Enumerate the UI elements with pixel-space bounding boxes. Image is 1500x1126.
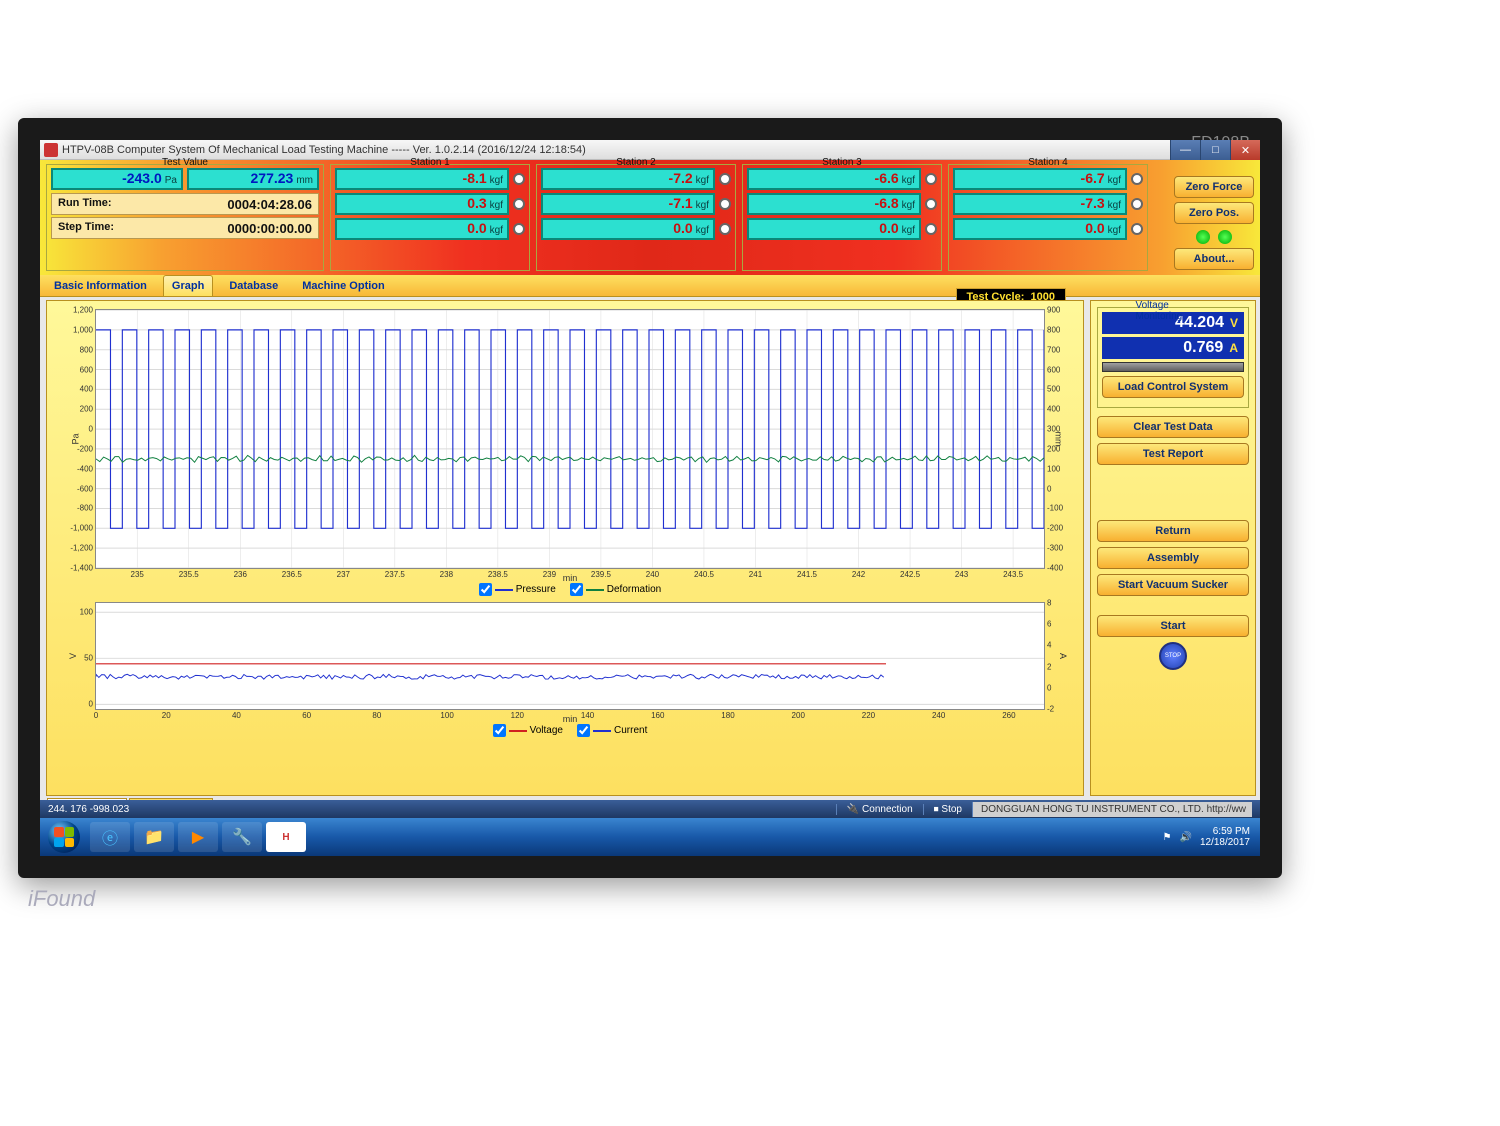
station-3-value-3: 0.0kgf bbox=[747, 218, 921, 240]
station-2-value-2: -7.1kgf bbox=[541, 193, 715, 215]
displacement-display: 277.23mm bbox=[187, 168, 319, 190]
start-button-win[interactable] bbox=[40, 818, 88, 856]
current-display: 0.769A bbox=[1102, 337, 1244, 359]
test-value-panel: Test Value -243.0Pa 277.23mm Run Time: 0… bbox=[46, 164, 324, 271]
status-connection: 🔌 Connection bbox=[836, 804, 923, 815]
legend-voltage[interactable]: Voltage bbox=[493, 724, 563, 737]
pressure-display: -243.0Pa bbox=[51, 168, 183, 190]
status-led-1 bbox=[1196, 230, 1210, 244]
load-control-button[interactable]: Load Control System bbox=[1102, 376, 1244, 398]
taskbar-explorer-icon[interactable]: 📁 bbox=[134, 822, 174, 852]
station-legend: Station 2 bbox=[612, 157, 659, 168]
run-time-row: Run Time: 0004:04:28.06 bbox=[51, 193, 319, 215]
zero-pos-button[interactable]: Zero Pos. bbox=[1174, 202, 1254, 224]
tab-machine-option[interactable]: Machine Option bbox=[294, 276, 393, 296]
station-4-radio-3[interactable] bbox=[1131, 223, 1143, 235]
vi-chart-legend: Voltage Current bbox=[95, 724, 1045, 737]
station-4-radio-2[interactable] bbox=[1131, 198, 1143, 210]
tray-date: 12/18/2017 bbox=[1200, 837, 1250, 848]
station-panel-3: Station 3-6.6kgf-6.8kgf0.0kgf bbox=[742, 164, 942, 271]
system-tray[interactable]: ⚑ 🔊 6:59 PM 12/18/2017 bbox=[1153, 826, 1260, 848]
start-button[interactable]: Start bbox=[1097, 615, 1249, 637]
zero-force-button[interactable]: Zero Force bbox=[1174, 176, 1254, 198]
status-coords: 244. 176 -998.023 bbox=[48, 804, 129, 815]
tray-volume-icon[interactable]: 🔊 bbox=[1179, 832, 1191, 843]
station-3-radio-2[interactable] bbox=[925, 198, 937, 210]
window-title: HTPV-08B Computer System Of Mechanical L… bbox=[62, 144, 586, 156]
tab-database[interactable]: Database bbox=[221, 276, 286, 296]
station-2-radio-3[interactable] bbox=[719, 223, 731, 235]
step-time-row: Step Time: 0000:00:00.00 bbox=[51, 217, 319, 239]
station-legend: Station 3 bbox=[818, 157, 865, 168]
status-manufacturer: DONGGUAN HONG TU INSTRUMENT CO., LTD. ht… bbox=[972, 802, 1252, 817]
station-4-value-3: 0.0kgf bbox=[953, 218, 1127, 240]
windows-taskbar: ⓔ 📁 ▶ 🔧 H ⚑ 🔊 6:59 PM 12/18/2017 bbox=[40, 818, 1260, 856]
taskbar-media-icon[interactable]: ▶ bbox=[178, 822, 218, 852]
pressure-chart-legend: Pressure Deformation bbox=[95, 583, 1045, 596]
station-1-value-1: -8.1kgf bbox=[335, 168, 509, 190]
legend-current[interactable]: Current bbox=[577, 724, 647, 737]
tray-time: 6:59 PM bbox=[1200, 826, 1250, 837]
tab-graph[interactable]: Graph bbox=[163, 275, 213, 296]
close-button[interactable]: ✕ bbox=[1230, 140, 1260, 160]
status-led-2 bbox=[1218, 230, 1232, 244]
y-axis-label-pa: Pa bbox=[71, 433, 81, 444]
station-1-value-2: 0.3kgf bbox=[335, 193, 509, 215]
status-stop: ⏹ Stop bbox=[923, 804, 972, 815]
station-2-value-3: 0.0kgf bbox=[541, 218, 715, 240]
station-2-radio-2[interactable] bbox=[719, 198, 731, 210]
tab-basic-information[interactable]: Basic Information bbox=[46, 276, 155, 296]
test-report-button[interactable]: Test Report bbox=[1097, 443, 1249, 465]
voltage-monitor-legend: Voltage Monitoring bbox=[1136, 300, 1211, 322]
y2-axis-label-a: A bbox=[1058, 653, 1068, 659]
station-panel-2: Station 2-7.2kgf-7.1kgf0.0kgf bbox=[536, 164, 736, 271]
station-3-radio-3[interactable] bbox=[925, 223, 937, 235]
vi-chart: V A 050100-20246802040608010012014016018… bbox=[95, 602, 1045, 710]
station-2-value-1: -7.2kgf bbox=[541, 168, 715, 190]
test-value-legend: Test Value bbox=[158, 157, 212, 168]
station-panel-4: Station 4-6.7kgf-7.3kgf0.0kgf bbox=[948, 164, 1148, 271]
tray-flag-icon[interactable]: ⚑ bbox=[1163, 832, 1172, 843]
monitor-brand: iFound bbox=[28, 886, 95, 912]
graph-panel: Pa mm -1,400-1,200-1,000-800-600-400-200… bbox=[46, 300, 1084, 796]
station-1-radio-2[interactable] bbox=[513, 198, 525, 210]
station-1-value-3: 0.0kgf bbox=[335, 218, 509, 240]
station-4-radio-1[interactable] bbox=[1131, 173, 1143, 185]
station-4-value-1: -6.7kgf bbox=[953, 168, 1127, 190]
station-2-radio-1[interactable] bbox=[719, 173, 731, 185]
station-panel-1: Station 1-8.1kgf0.3kgf0.0kgf bbox=[330, 164, 530, 271]
vm-progress bbox=[1102, 362, 1244, 372]
stop-button[interactable]: STOP bbox=[1159, 642, 1187, 670]
station-1-radio-3[interactable] bbox=[513, 223, 525, 235]
station-legend: Station 4 bbox=[1024, 157, 1071, 168]
station-3-radio-1[interactable] bbox=[925, 173, 937, 185]
vacuum-button[interactable]: Start Vacuum Sucker bbox=[1097, 574, 1249, 596]
minimize-button[interactable]: — bbox=[1170, 140, 1200, 160]
app-status-bar: 244. 176 -998.023 🔌 Connection ⏹ Stop DO… bbox=[40, 800, 1260, 818]
maximize-button[interactable]: □ bbox=[1200, 140, 1230, 160]
station-3-value-1: -6.6kgf bbox=[747, 168, 921, 190]
about-button[interactable]: About... bbox=[1174, 248, 1254, 270]
legend-pressure[interactable]: Pressure bbox=[479, 583, 556, 596]
taskbar-app-icon[interactable]: H bbox=[266, 822, 306, 852]
station-legend: Station 1 bbox=[406, 157, 453, 168]
station-1-radio-1[interactable] bbox=[513, 173, 525, 185]
taskbar-ie-icon[interactable]: ⓔ bbox=[90, 822, 130, 852]
clear-test-data-button[interactable]: Clear Test Data bbox=[1097, 416, 1249, 438]
top-panel: Test Value -243.0Pa 277.23mm Run Time: 0… bbox=[40, 160, 1260, 275]
app-icon bbox=[44, 143, 58, 157]
legend-deformation[interactable]: Deformation bbox=[570, 583, 661, 596]
assembly-button[interactable]: Assembly bbox=[1097, 547, 1249, 569]
right-panel: Voltage Monitoring 44.204V 0.769A Load C… bbox=[1090, 300, 1256, 796]
voltage-monitor-panel: Voltage Monitoring 44.204V 0.769A Load C… bbox=[1097, 307, 1249, 408]
return-button[interactable]: Return bbox=[1097, 520, 1249, 542]
station-4-value-2: -7.3kgf bbox=[953, 193, 1127, 215]
taskbar-tool-icon[interactable]: 🔧 bbox=[222, 822, 262, 852]
station-3-value-2: -6.8kgf bbox=[747, 193, 921, 215]
pressure-chart: Pa mm -1,400-1,200-1,000-800-600-400-200… bbox=[95, 309, 1045, 569]
main-tabs: Basic Information Graph Database Machine… bbox=[40, 275, 1260, 297]
